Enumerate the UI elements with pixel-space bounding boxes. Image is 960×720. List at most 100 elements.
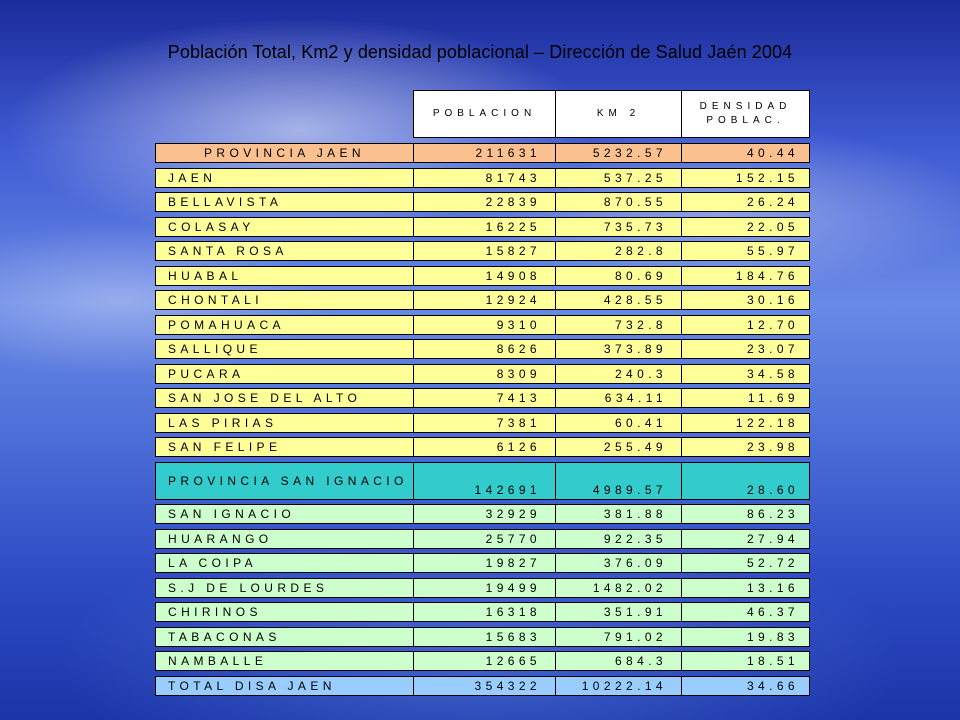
cell-densidad: 18.51: [681, 651, 810, 671]
cell-name: POMAHUACA: [155, 314, 414, 335]
cell-km2: 282.8: [555, 241, 682, 261]
cell-name: LAS PIRIAS: [155, 412, 414, 433]
cell-poblacion: 6126: [413, 437, 556, 457]
table-row: JAEN 81743 537.25 152.15: [155, 167, 811, 188]
table-row: LA COIPA 19827 376.09 52.72: [155, 553, 811, 573]
cell-densidad: 34.58: [681, 363, 810, 384]
table-row: PROVINCIA JAEN 211631 5232.57 40.44: [155, 143, 811, 163]
cell-name: LA COIPA: [155, 553, 414, 573]
table-row: CHONTALI 12924 428.55 30.16: [155, 290, 811, 310]
cell-name: TOTAL DISA JAEN: [155, 675, 414, 696]
cell-km2: 870.55: [555, 192, 682, 212]
cell-poblacion: 15683: [413, 626, 556, 647]
cell-km2: 60.41: [555, 412, 682, 433]
cell-poblacion: 19827: [413, 553, 556, 573]
cell-poblacion: 9310: [413, 314, 556, 335]
cell-name: S.J DE LOURDES: [155, 577, 414, 598]
cell-km2: 922.35: [555, 528, 682, 549]
cell-densidad: 23.07: [681, 339, 810, 359]
cell-name: PROVINCIA JAEN: [155, 143, 414, 163]
table-row: SAN JOSE DEL ALTO 7413 634.11 11.69: [155, 388, 811, 408]
slide-title: Población Total, Km2 y densidad poblacio…: [167, 42, 793, 62]
table-row: SALLIQUE 8626 373.89 23.07: [155, 339, 811, 359]
table-row: SANTA ROSA 15827 282.8 55.97: [155, 241, 811, 261]
header-blank: [155, 90, 414, 138]
table-row: NAMBALLE 12665 684.3 18.51: [155, 651, 811, 671]
cell-densidad: 26.24: [681, 192, 810, 212]
cell-densidad: 27.94: [681, 528, 810, 549]
cell-km2: 240.3: [555, 363, 682, 384]
cell-poblacion: 25770: [413, 528, 556, 549]
table-row: S.J DE LOURDES 19499 1482.02 13.16: [155, 577, 811, 598]
header-densidad-line1: DENSIDAD: [699, 101, 792, 112]
cell-densidad: 46.37: [681, 602, 810, 622]
cell-poblacion: 8626: [413, 339, 556, 359]
cell-name: CHIRINOS: [155, 602, 414, 622]
cell-name: SAN FELIPE: [155, 437, 414, 457]
cell-poblacion: 15827: [413, 241, 556, 261]
table-row: TABACONAS 15683 791.02 19.83: [155, 626, 811, 647]
cell-poblacion: 12665: [413, 651, 556, 671]
cell-poblacion: 354322: [413, 675, 556, 696]
cell-name: COLASAY: [155, 216, 414, 237]
cell-poblacion: 16318: [413, 602, 556, 622]
cell-name: SAN IGNACIO: [155, 504, 414, 524]
cell-km2: 791.02: [555, 626, 682, 647]
cell-name: SANTA ROSA: [155, 241, 414, 261]
cell-km2: 80.69: [555, 265, 682, 286]
table-row: PROVINCIA SAN IGNACIO 142691 4989.57 28.…: [155, 461, 811, 500]
cell-densidad: 13.16: [681, 577, 810, 598]
cell-km2: 255.49: [555, 437, 682, 457]
table-row: LAS PIRIAS 7381 60.41 122.18: [155, 412, 811, 433]
cell-densidad: 30.16: [681, 290, 810, 310]
table-row: SAN FELIPE 6126 255.49 23.98: [155, 437, 811, 457]
cell-densidad: 40.44: [681, 143, 810, 163]
table-row: POMAHUACA 9310 732.8 12.70: [155, 314, 811, 335]
cell-densidad: 86.23: [681, 504, 810, 524]
cell-densidad: 12.70: [681, 314, 810, 335]
cell-densidad: 184.76: [681, 265, 810, 286]
cell-densidad: 28.60: [681, 461, 810, 500]
cell-densidad: 52.72: [681, 553, 810, 573]
table-row: HUARANGO 25770 922.35 27.94: [155, 528, 811, 549]
cell-km2: 735.73: [555, 216, 682, 237]
cell-name: HUABAL: [155, 265, 414, 286]
population-table: POBLACION KM 2 DENSIDAD POBLAC. PROVINCI…: [155, 90, 811, 700]
cell-poblacion: 7413: [413, 388, 556, 408]
table-row: BELLAVISTA 22839 870.55 26.24: [155, 192, 811, 212]
cell-km2: 537.25: [555, 167, 682, 188]
cell-poblacion: 7381: [413, 412, 556, 433]
cell-poblacion: 19499: [413, 577, 556, 598]
cell-poblacion: 16225: [413, 216, 556, 237]
cell-densidad: 23.98: [681, 437, 810, 457]
table-header-row: POBLACION KM 2 DENSIDAD POBLAC.: [155, 90, 811, 138]
cell-poblacion: 211631: [413, 143, 556, 163]
cell-poblacion: 32929: [413, 504, 556, 524]
cell-name: JAEN: [155, 167, 414, 188]
cell-km2: 634.11: [555, 388, 682, 408]
cell-densidad: 19.83: [681, 626, 810, 647]
cell-name: TABACONAS: [155, 626, 414, 647]
table-row: PUCARA 8309 240.3 34.58: [155, 363, 811, 384]
cell-km2: 684.3: [555, 651, 682, 671]
cell-km2: 376.09: [555, 553, 682, 573]
cell-poblacion: 12924: [413, 290, 556, 310]
cell-poblacion: 8309: [413, 363, 556, 384]
cell-densidad: 122.18: [681, 412, 810, 433]
cell-km2: 1482.02: [555, 577, 682, 598]
cell-poblacion: 81743: [413, 167, 556, 188]
cell-km2: 373.89: [555, 339, 682, 359]
cell-poblacion: 22839: [413, 192, 556, 212]
table-row: COLASAY 16225 735.73 22.05: [155, 216, 811, 237]
cell-km2: 10222.14: [555, 675, 682, 696]
cell-name: SALLIQUE: [155, 339, 414, 359]
header-densidad: DENSIDAD POBLAC.: [681, 90, 810, 138]
table-row: SAN IGNACIO 32929 381.88 86.23: [155, 504, 811, 524]
cell-km2: 381.88: [555, 504, 682, 524]
cell-densidad: 34.66: [681, 675, 810, 696]
cell-densidad: 11.69: [681, 388, 810, 408]
table-row: HUABAL 14908 80.69 184.76: [155, 265, 811, 286]
cell-name: PROVINCIA SAN IGNACIO: [155, 461, 414, 500]
cell-name: PUCARA: [155, 363, 414, 384]
cell-km2: 732.8: [555, 314, 682, 335]
